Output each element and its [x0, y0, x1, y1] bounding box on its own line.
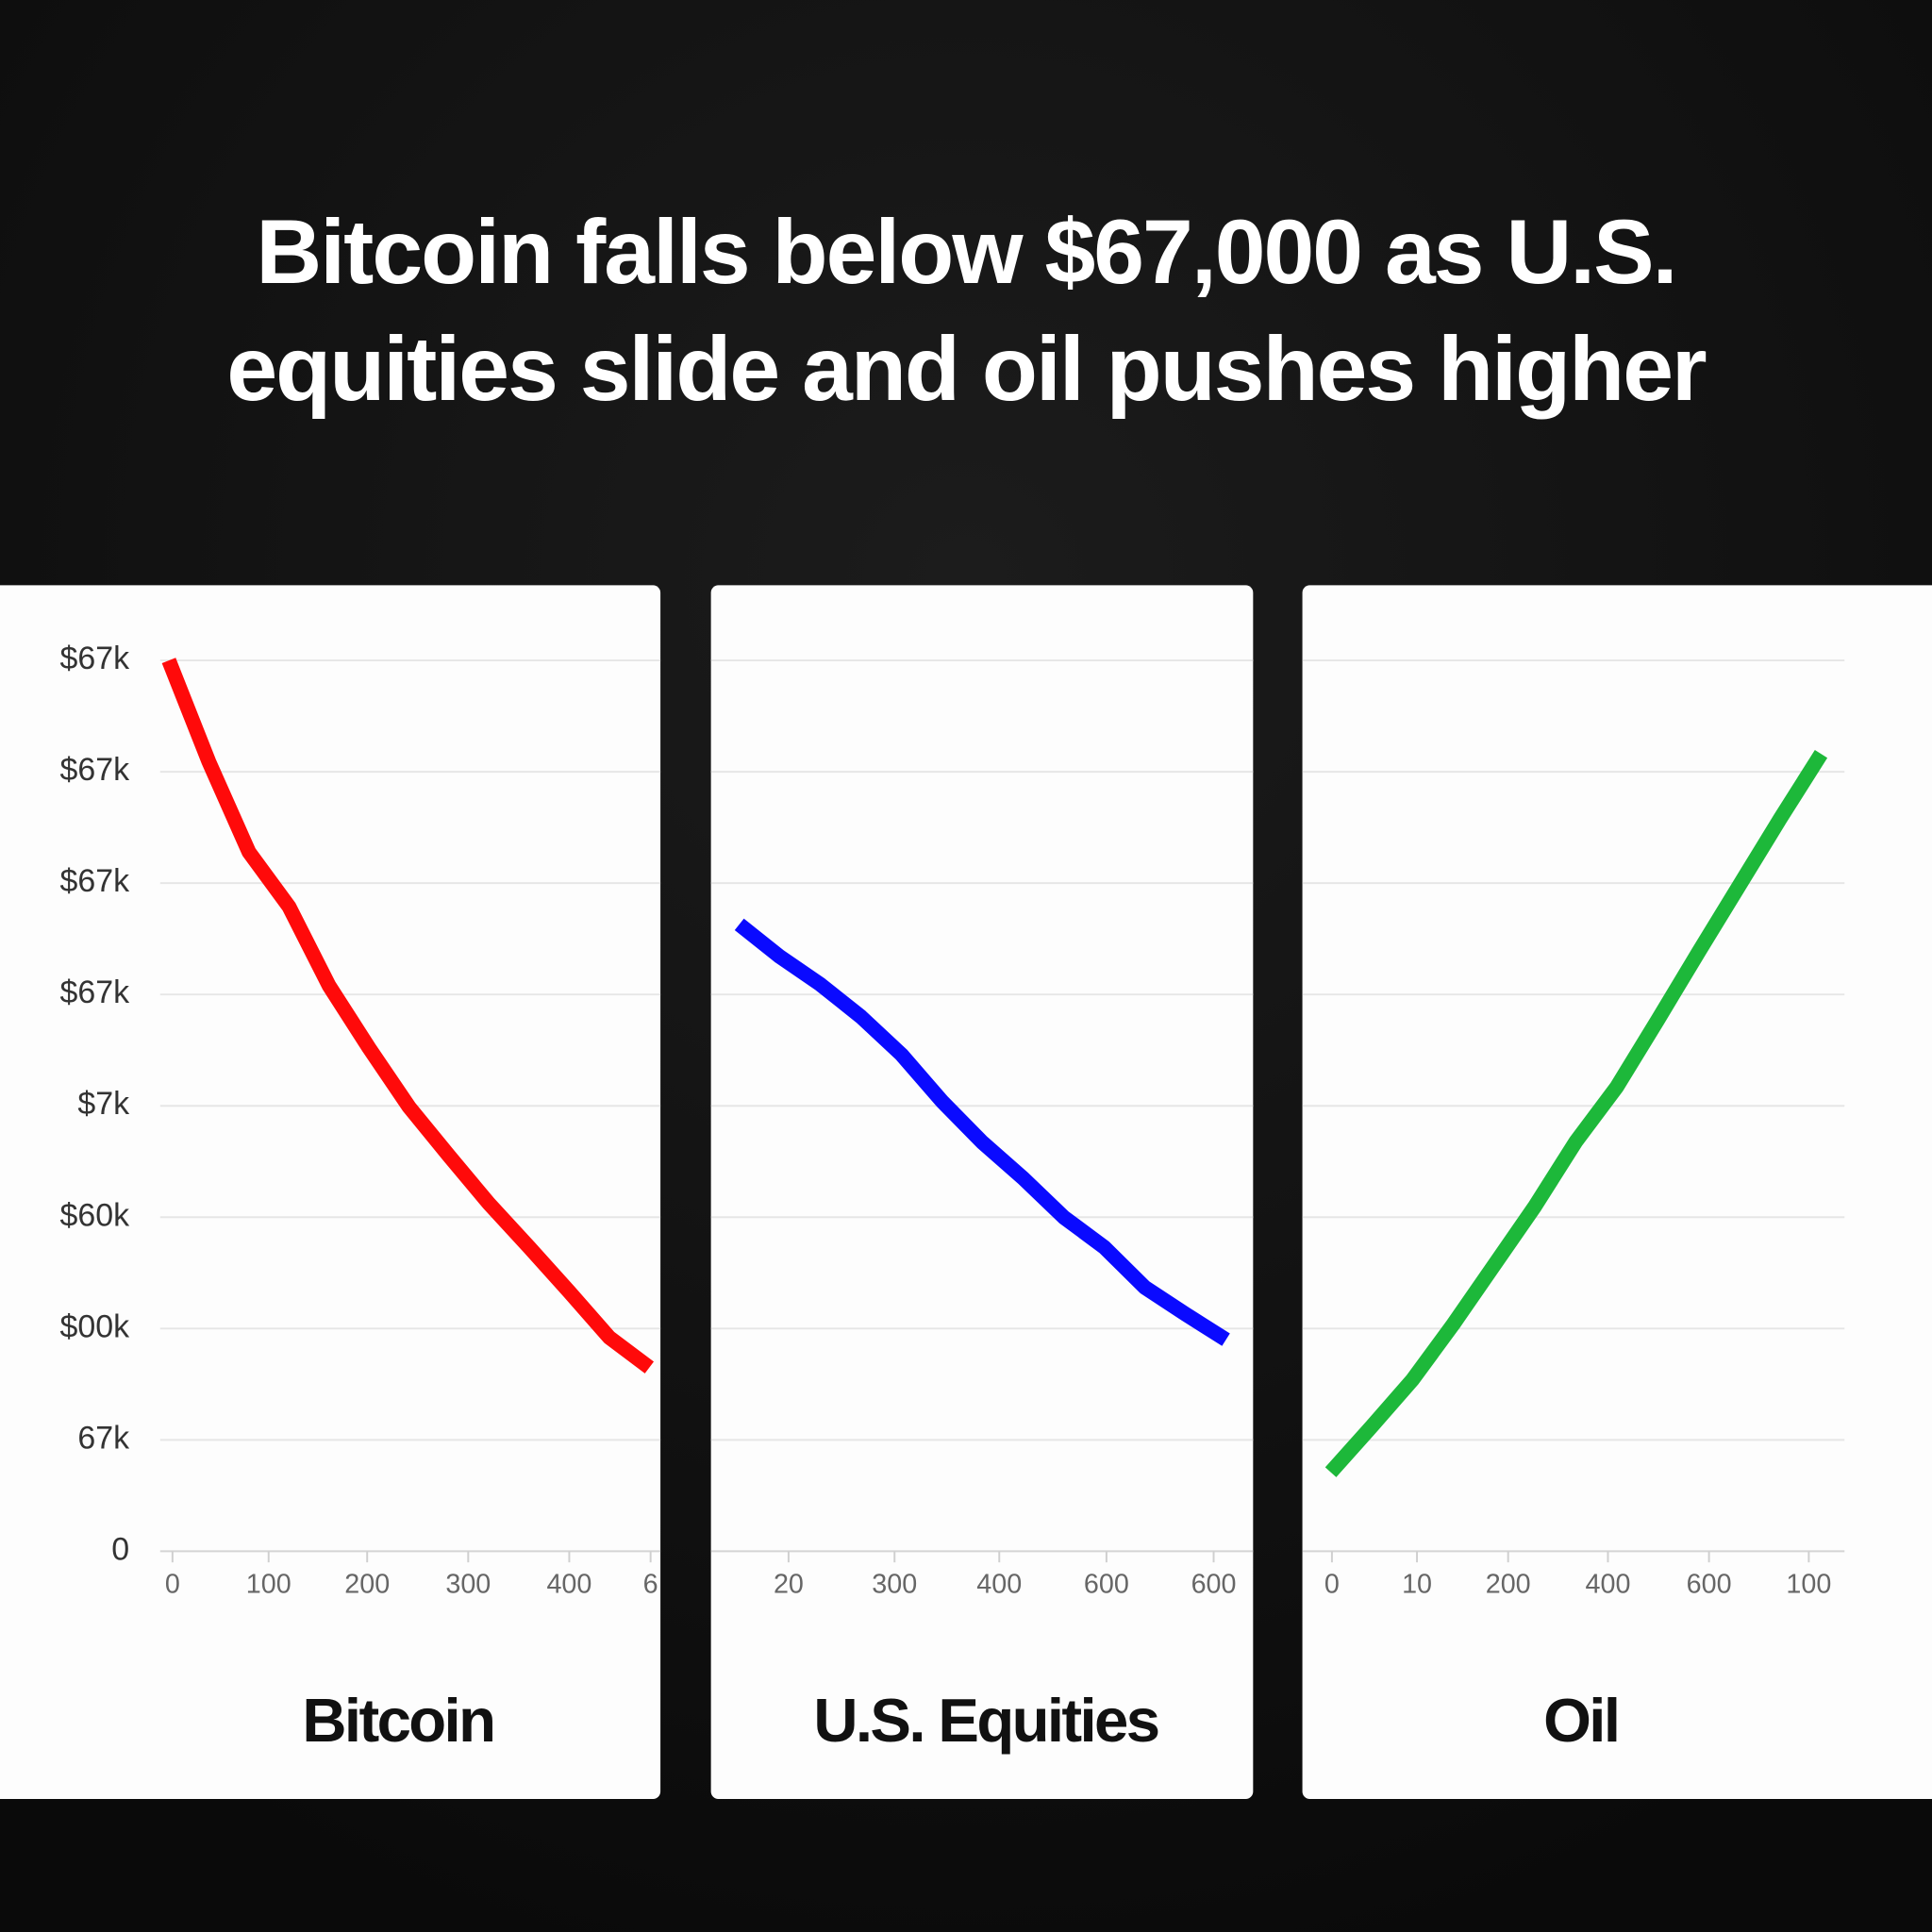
x-tick-label: 400	[1586, 1570, 1631, 1600]
line-series	[161, 658, 655, 1374]
chart-label: U.S. Equities	[813, 1686, 1158, 1755]
x-tick-label: 0	[1324, 1570, 1340, 1600]
x-tick-label: 400	[546, 1570, 591, 1600]
y-tick-label: 0	[111, 1531, 129, 1567]
chart-label: Oil	[1543, 1686, 1618, 1755]
panel	[710, 585, 1254, 1799]
x-tick-label: 6	[643, 1570, 658, 1600]
line-series	[734, 918, 1230, 1346]
y-tick-label: $67k	[60, 863, 131, 899]
x-tick-label: 600	[1687, 1570, 1732, 1600]
x-tick-label: 300	[872, 1570, 917, 1600]
x-tick-label: 600	[1191, 1570, 1237, 1600]
y-tick-label: $67k	[60, 641, 131, 676]
x-tick-label: 100	[246, 1570, 291, 1600]
x-tick-label: 400	[976, 1570, 1022, 1600]
line-series	[1324, 750, 1828, 1477]
x-tick-label: 200	[344, 1570, 390, 1600]
y-tick-label: $67k	[60, 974, 131, 1010]
x-tick-label: 10	[1402, 1570, 1432, 1600]
x-tick-label: 200	[1486, 1570, 1531, 1600]
panel	[1302, 585, 1932, 1799]
x-tick-label: 600	[1084, 1570, 1129, 1600]
title-line: equities slide and oil pushes higher	[226, 319, 1707, 420]
title-line: Bitcoin falls below $67,000 as U.S.	[256, 202, 1675, 303]
y-tick-label: $60k	[60, 1197, 131, 1233]
y-tick-label: $00k	[60, 1308, 131, 1344]
x-tick-label: 0	[165, 1570, 180, 1600]
y-tick-label: $67k	[60, 752, 131, 788]
chart-label: Bitcoin	[302, 1686, 493, 1755]
y-tick-label: $7k	[77, 1086, 130, 1122]
x-tick-label: 20	[774, 1570, 804, 1600]
x-tick-label: 100	[1786, 1570, 1831, 1600]
panel	[0, 585, 661, 1799]
x-tick-label: 300	[445, 1570, 491, 1600]
y-tick-label: 67k	[77, 1420, 130, 1456]
